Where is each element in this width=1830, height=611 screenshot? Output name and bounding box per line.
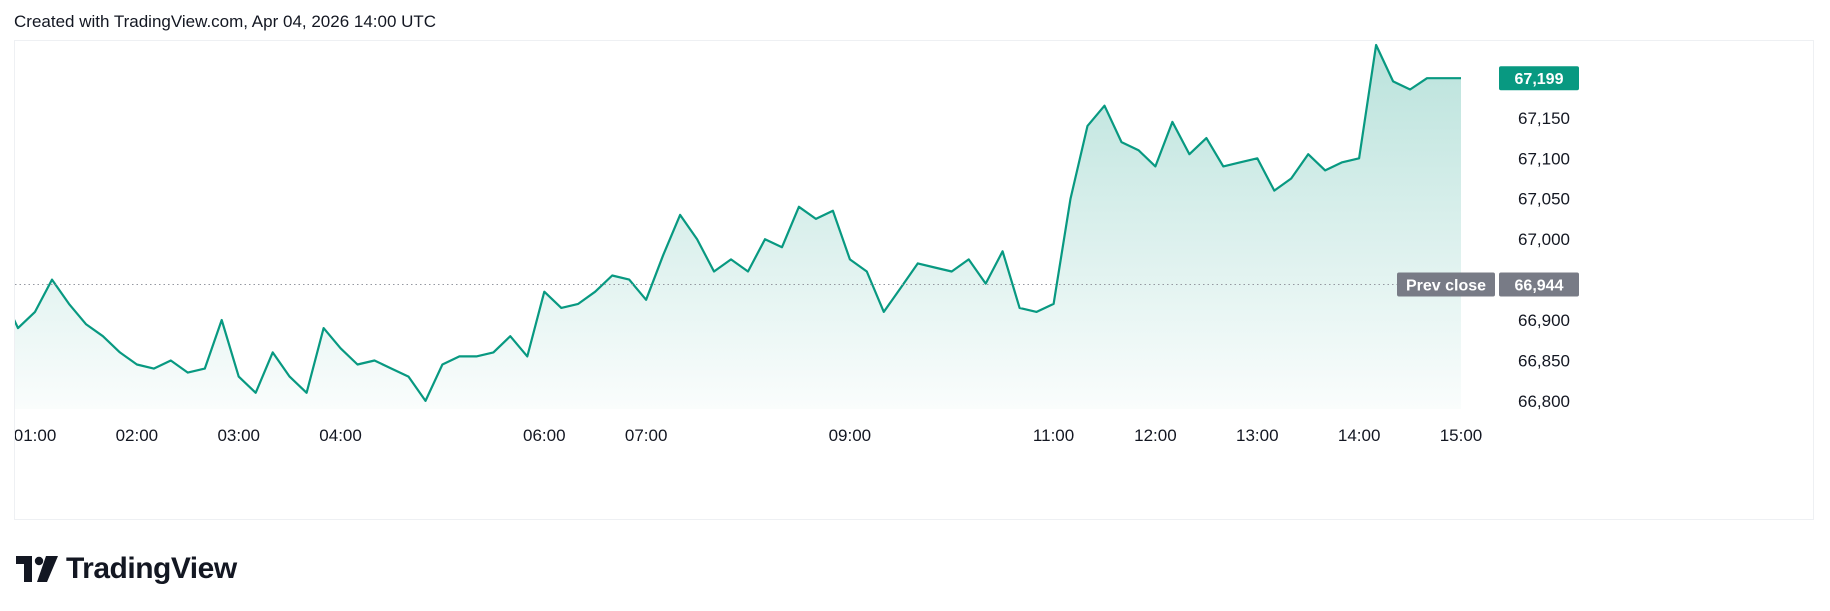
prev-close-value: 66,944	[1515, 277, 1564, 294]
x-tick-label: 04:00	[319, 426, 362, 445]
y-tick-label: 66,850	[1518, 351, 1570, 370]
x-tick-label: 09:00	[829, 426, 872, 445]
x-tick-label: 03:00	[217, 426, 260, 445]
last-price-badge	[1499, 66, 1579, 91]
y-tick-label: 67,150	[1518, 109, 1570, 128]
y-tick-label: 67,000	[1518, 230, 1570, 249]
last-price-value: 67,199	[1515, 71, 1564, 88]
x-tick-label: 14:00	[1338, 426, 1381, 445]
x-tick-label: 11:00	[1033, 426, 1074, 445]
y-tick-label: 67,050	[1518, 190, 1570, 209]
prev-close-badge	[1397, 272, 1495, 297]
y-tick-label: 66,900	[1518, 311, 1570, 330]
y-tick-label: 67,100	[1518, 149, 1570, 168]
brand-logo[interactable]: TradingView	[16, 552, 237, 586]
x-tick-label: 07:00	[625, 426, 668, 445]
x-tick-label: 13:00	[1236, 426, 1279, 445]
chart-frame[interactable]: 67,150 67,100 67,050 67,000 66,900 66,850 66,8…	[14, 40, 1814, 520]
prev-close-value-badge	[1499, 272, 1579, 297]
x-tick-label: 06:00	[523, 426, 566, 445]
x-tick-label: 15:00	[1440, 426, 1483, 445]
tradingview-logo-icon	[16, 556, 58, 582]
x-tick-label: 12:00	[1134, 426, 1177, 445]
x-tick-label: 01:00	[15, 426, 56, 445]
price-area-fill	[15, 45, 1461, 409]
brand-name: TradingView	[66, 552, 237, 585]
chart-header-text: Created with TradingView.com, Apr 04, 20…	[14, 12, 437, 31]
y-tick-label: 66,800	[1518, 392, 1570, 411]
prev-close-label: Prev close	[1406, 277, 1486, 294]
price-chart[interactable]: 67,150 67,100 67,050 67,000 66,900 66,850 66,8…	[15, 41, 1815, 521]
x-tick-label: 02:00	[116, 426, 159, 445]
